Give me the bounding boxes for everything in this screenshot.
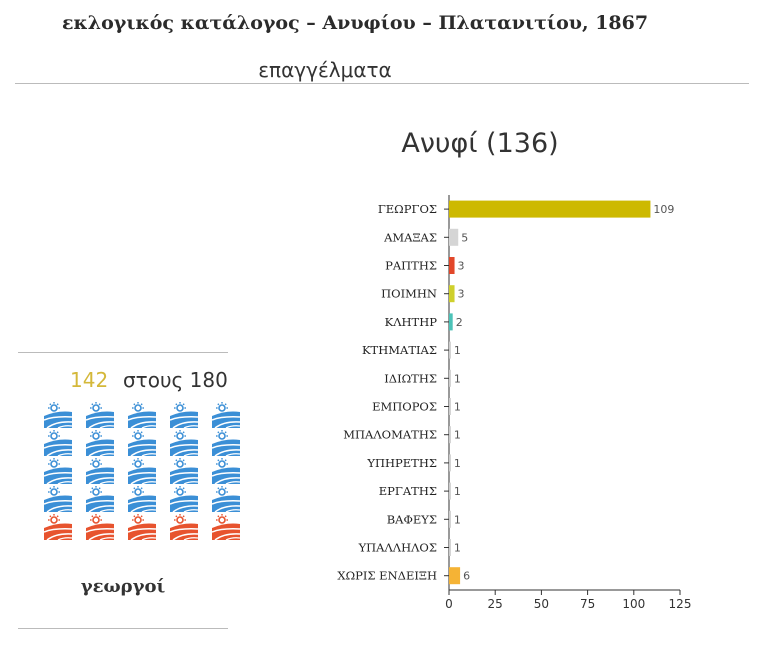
farm-sun-icon — [211, 458, 241, 485]
bar-8 — [449, 398, 451, 415]
bar-14 — [449, 567, 461, 585]
page-title: εκλογικός κατάλογος – Ανυφίου – Πλατανιτ… — [62, 12, 649, 34]
x-tick-label-5: 100 — [622, 597, 645, 611]
farm-sun-icon — [211, 514, 241, 541]
category-label-1: ΓΕΩΡΓΟΣ — [378, 202, 437, 216]
farm-sun-icon — [127, 430, 157, 457]
farm-sun-icon — [211, 486, 241, 513]
category-label-7: ΙΔΙΩΤΗΣ — [384, 371, 437, 385]
category-label-9: ΜΠΑΛΟΜΑΤΗΣ — [343, 428, 437, 442]
category-label-10: ΥΠΗΡΕΤΗΣ — [366, 456, 437, 470]
value-label-10: 1 — [454, 457, 461, 470]
bar-4 — [449, 285, 455, 303]
value-label-2: 5 — [461, 231, 468, 244]
x-tick-label-4: 75 — [580, 597, 595, 611]
value-label-5: 2 — [456, 316, 463, 329]
farm-sun-icon — [43, 514, 73, 541]
category-label-6: ΚΤΗΜΑΤΙΑΣ — [362, 343, 437, 357]
bar-13 — [449, 539, 451, 556]
category-label-2: ΑΜΑΞΑΣ — [383, 230, 437, 244]
x-tick-label-1: 0 — [445, 597, 453, 611]
bar-9 — [449, 426, 451, 444]
bar-12 — [449, 510, 451, 528]
value-label-11: 1 — [454, 485, 461, 498]
farm-sun-icon — [127, 486, 157, 513]
bar-2 — [449, 228, 459, 246]
x-tick-label-2: 25 — [488, 597, 503, 611]
farm-sun-icon — [127, 402, 157, 429]
category-label-8: ΕΜΠΟΡΟΣ — [372, 400, 437, 414]
bar-3 — [449, 257, 455, 274]
farm-sun-icon — [85, 486, 115, 513]
chart-title: Ανυφί (136) — [401, 128, 559, 159]
category-label-12: ΒΑΦΕΥΣ — [387, 512, 437, 526]
farm-sun-icon — [169, 514, 199, 541]
bar-5 — [449, 313, 453, 331]
farm-sun-icon — [43, 458, 73, 485]
x-tick-label-6: 125 — [669, 597, 692, 611]
icon-grid — [43, 402, 244, 542]
value-label-3: 3 — [458, 260, 465, 273]
category-label-13: ΥΠΑΛΛΗΛΟΣ — [358, 541, 437, 555]
page-subtitle: επαγγέλματα — [258, 58, 392, 82]
x-tick-label-3: 50 — [534, 597, 549, 611]
farm-sun-icon — [85, 430, 115, 457]
category-label-5: ΚΛΗΤΗΡ — [385, 315, 438, 329]
farm-sun-icon — [85, 402, 115, 429]
highlight-count: 142 — [70, 368, 109, 392]
value-label-1: 109 — [653, 203, 674, 216]
category-label-11: ΕΡΓΑΤΗΣ — [379, 484, 437, 498]
value-label-12: 1 — [454, 513, 461, 526]
value-label-8: 1 — [454, 401, 461, 414]
value-label-14: 6 — [463, 570, 470, 583]
farm-sun-icon — [169, 486, 199, 513]
farm-sun-icon — [211, 430, 241, 457]
bar-11 — [449, 482, 451, 500]
farm-sun-icon — [43, 402, 73, 429]
category-label-14: ΧΩΡΙΣ ΕΝΔΕΙΞΗ — [337, 569, 437, 583]
farm-sun-icon — [169, 430, 199, 457]
farm-sun-icon — [127, 514, 157, 541]
farm-sun-icon — [169, 402, 199, 429]
category-label: γεωργοί — [80, 576, 166, 597]
farm-sun-icon — [169, 458, 199, 485]
bar-7 — [449, 369, 451, 387]
farm-sun-icon — [43, 430, 73, 457]
value-label-7: 1 — [454, 372, 461, 385]
farm-sun-icon — [85, 458, 115, 485]
bar-10 — [449, 454, 451, 472]
category-label-3: ΡΑΠΤΗΣ — [385, 259, 437, 273]
sidebar-top-divider — [18, 352, 228, 353]
farm-sun-icon — [43, 486, 73, 513]
sidebar-bottom-divider — [18, 628, 228, 629]
category-label-4: ΠΟΙΜΗΝ — [381, 287, 437, 301]
total-count-label: στους 180 — [123, 368, 228, 392]
value-label-4: 3 — [458, 288, 465, 301]
bar-6 — [449, 341, 451, 359]
value-label-6: 1 — [454, 344, 461, 357]
farm-sun-icon — [127, 458, 157, 485]
farm-sun-icon — [85, 514, 115, 541]
value-label-9: 1 — [454, 429, 461, 442]
value-label-13: 1 — [454, 542, 461, 555]
farm-sun-icon — [211, 402, 241, 429]
bar-1 — [449, 200, 651, 218]
header-divider — [15, 83, 749, 84]
